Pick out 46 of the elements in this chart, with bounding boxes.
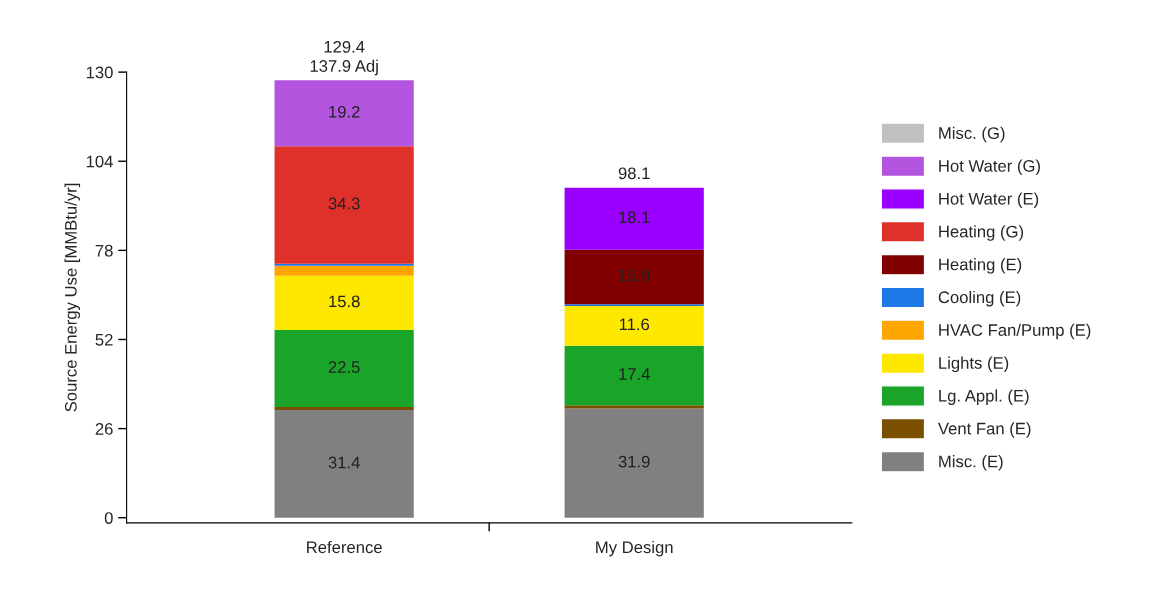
x-tick-label: Reference (307, 540, 382, 554)
bar (564, 249, 704, 305)
bar (274, 329, 414, 408)
bar (274, 407, 414, 411)
legend-label: HVAC Fan/Pump (E) (939, 323, 1091, 340)
y-tick-label: 0 (104, 512, 113, 524)
y-tick-label: 52 (95, 333, 113, 346)
annotation: 129.4 137.9 Adj (310, 40, 378, 76)
bar (564, 187, 704, 250)
bar (274, 275, 414, 330)
data-label: 22.5 (328, 361, 360, 373)
bar (274, 410, 414, 518)
bar (274, 80, 414, 147)
data-label: 15.8 (329, 295, 360, 308)
legend-label: Hot Water (G) (939, 159, 1040, 176)
bar (564, 345, 704, 406)
data-label: 19.2 (329, 105, 360, 118)
data-label: 31.4 (328, 456, 360, 469)
bar (564, 405, 704, 409)
legend-label: Heating (G) (939, 225, 1024, 241)
y-tick-label: 26 (95, 423, 113, 435)
legend-label: Misc. (G) (939, 126, 1005, 143)
data-label: 11.6 (619, 318, 650, 331)
y-tick-label: 78 (95, 244, 113, 257)
legend-label: Vent Fan (E) (937, 422, 1031, 438)
legend-label: Lights (E) (939, 356, 1009, 373)
legend-label: Hot Water (E) (939, 192, 1039, 208)
legend-label: Lg. Appl. (E) (939, 389, 1029, 405)
data-label: 17.4 (619, 368, 650, 380)
y-axis-title: Source Energy Use [MMBtu/yr] (64, 183, 81, 412)
legend-label: Cooling (E) (938, 290, 1021, 307)
data-label: 18.1 (619, 211, 650, 224)
y-tick-label: 104 (86, 155, 113, 168)
y-tick-label: 130 (86, 66, 113, 79)
legend-label: Misc. (E) (939, 455, 1003, 471)
legend-label: Heating (E) (939, 258, 1022, 274)
bar (274, 263, 414, 266)
data-label: 34.3 (328, 197, 360, 210)
bar (274, 265, 414, 276)
data-label: 15.9 (619, 269, 650, 282)
x-tick-label: My Design (596, 540, 673, 557)
data-label: 31.9 (618, 455, 650, 468)
bar (564, 305, 704, 346)
bar (564, 408, 704, 518)
annotation: 98.1 (618, 167, 650, 180)
bar (274, 146, 414, 264)
